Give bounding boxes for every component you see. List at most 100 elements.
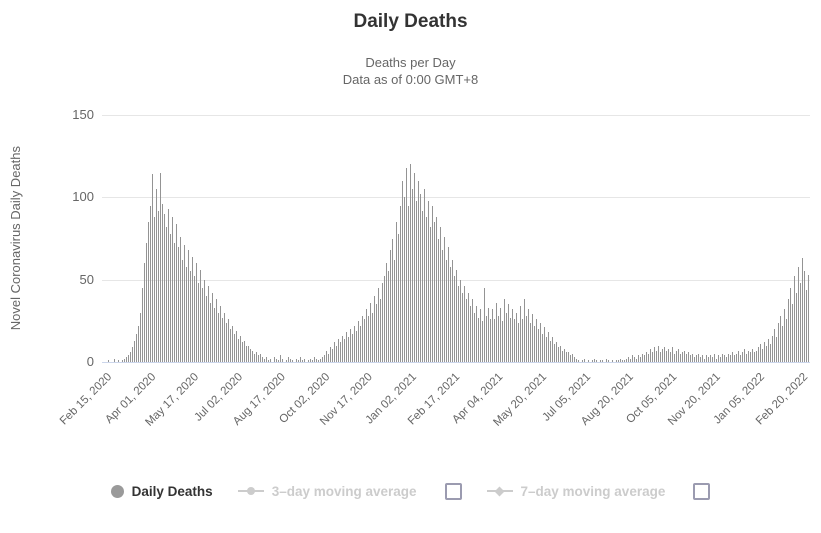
bar[interactable] (666, 350, 668, 362)
bar[interactable] (720, 357, 722, 362)
bar[interactable] (204, 279, 206, 362)
bar[interactable] (716, 358, 718, 362)
bar[interactable] (486, 315, 488, 362)
bar[interactable] (762, 348, 764, 362)
bar[interactable] (328, 353, 330, 362)
bar[interactable] (188, 250, 190, 362)
bar[interactable] (490, 319, 492, 362)
bar[interactable] (424, 189, 426, 362)
bar[interactable] (158, 210, 160, 362)
bar[interactable] (174, 243, 176, 362)
bar[interactable] (640, 357, 642, 362)
bar[interactable] (554, 343, 556, 362)
bar[interactable] (322, 357, 324, 362)
bar[interactable] (136, 334, 138, 362)
bar[interactable] (806, 289, 808, 362)
bar[interactable] (476, 306, 478, 362)
bar[interactable] (670, 352, 672, 362)
bar[interactable] (438, 238, 440, 362)
bar[interactable] (606, 358, 608, 362)
plot-area[interactable] (102, 115, 810, 363)
bar[interactable] (414, 172, 416, 362)
bar[interactable] (512, 309, 514, 362)
bar[interactable] (146, 243, 148, 362)
bar[interactable] (686, 353, 688, 362)
bar[interactable] (238, 338, 240, 362)
bar[interactable] (514, 319, 516, 362)
bar[interactable] (516, 312, 518, 362)
bar[interactable] (216, 299, 218, 362)
bar[interactable] (370, 302, 372, 362)
bar[interactable] (162, 203, 164, 362)
bar[interactable] (706, 355, 708, 362)
bar[interactable] (654, 347, 656, 362)
bar[interactable] (788, 299, 790, 362)
bar[interactable] (232, 325, 234, 362)
bar[interactable] (342, 335, 344, 362)
bar[interactable] (154, 217, 156, 362)
bar[interactable] (568, 352, 570, 362)
bar[interactable] (478, 317, 480, 362)
bar[interactable] (308, 360, 310, 362)
bar[interactable] (172, 217, 174, 362)
bar[interactable] (128, 355, 130, 362)
bar[interactable] (124, 358, 126, 362)
bar[interactable] (702, 355, 704, 362)
bar[interactable] (432, 205, 434, 362)
bar[interactable] (244, 340, 246, 362)
bar[interactable] (672, 347, 674, 362)
bar[interactable] (734, 355, 736, 362)
bar[interactable] (320, 358, 322, 362)
bar[interactable] (652, 352, 654, 362)
bar[interactable] (792, 304, 794, 362)
bar[interactable] (802, 258, 804, 362)
bar[interactable] (182, 259, 184, 362)
bar[interactable] (658, 345, 660, 362)
bar[interactable] (214, 307, 216, 362)
bar[interactable] (468, 292, 470, 362)
bar[interactable] (288, 357, 290, 362)
bar[interactable] (582, 360, 584, 362)
bar[interactable] (402, 180, 404, 362)
bar[interactable] (748, 350, 750, 362)
bar[interactable] (220, 306, 222, 362)
bar[interactable] (142, 287, 144, 362)
bar[interactable] (364, 319, 366, 362)
bar[interactable] (678, 348, 680, 362)
bar[interactable] (520, 306, 522, 362)
bar[interactable] (132, 347, 134, 362)
bar[interactable] (350, 329, 352, 362)
bar[interactable] (742, 352, 744, 362)
bar[interactable] (346, 332, 348, 362)
checkbox-7day-average[interactable] (693, 482, 711, 500)
bar[interactable] (126, 357, 128, 362)
bar[interactable] (594, 358, 596, 362)
bar[interactable] (676, 350, 678, 362)
bar[interactable] (166, 227, 168, 362)
bar[interactable] (278, 360, 280, 362)
bar[interactable] (700, 357, 702, 362)
bar[interactable] (362, 315, 364, 362)
bar[interactable] (508, 304, 510, 362)
bar[interactable] (474, 312, 476, 362)
bar[interactable] (630, 358, 632, 362)
bar[interactable] (776, 337, 778, 362)
bar[interactable] (202, 287, 204, 362)
bar[interactable] (714, 353, 716, 362)
bar[interactable] (766, 345, 768, 362)
bar[interactable] (442, 250, 444, 362)
bar[interactable] (250, 348, 252, 362)
bar[interactable] (752, 348, 754, 362)
bar[interactable] (732, 352, 734, 362)
bar[interactable] (164, 213, 166, 362)
bar[interactable] (118, 360, 120, 362)
bar[interactable] (506, 312, 508, 362)
bar[interactable] (334, 342, 336, 362)
bar[interactable] (588, 360, 590, 362)
bar[interactable] (612, 360, 614, 362)
bar[interactable] (596, 360, 598, 362)
bar[interactable] (134, 340, 136, 362)
bar[interactable] (552, 337, 554, 362)
bar[interactable] (764, 342, 766, 362)
bar[interactable] (406, 167, 408, 362)
